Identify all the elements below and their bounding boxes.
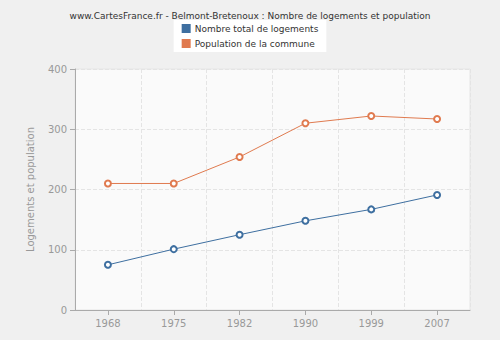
svg-text:2007: 2007 [424, 318, 449, 329]
svg-text:200: 200 [48, 184, 67, 195]
svg-text:1982: 1982 [227, 318, 252, 329]
svg-text:300: 300 [48, 124, 67, 135]
svg-text:Population de la commune: Population de la commune [195, 39, 316, 49]
svg-text:Logements et population: Logements et population [25, 127, 36, 252]
svg-text:100: 100 [48, 244, 67, 255]
svg-text:0: 0 [61, 305, 67, 316]
svg-text:www.CartesFrance.fr - Belmont-: www.CartesFrance.fr - Belmont-Bretenoux … [70, 11, 431, 21]
svg-text:400: 400 [48, 64, 67, 75]
svg-text:1968: 1968 [95, 318, 120, 329]
svg-text:1975: 1975 [161, 318, 186, 329]
svg-text:Nombre total de logements: Nombre total de logements [195, 24, 319, 34]
svg-text:1990: 1990 [293, 318, 318, 329]
svg-text:1999: 1999 [359, 318, 384, 329]
